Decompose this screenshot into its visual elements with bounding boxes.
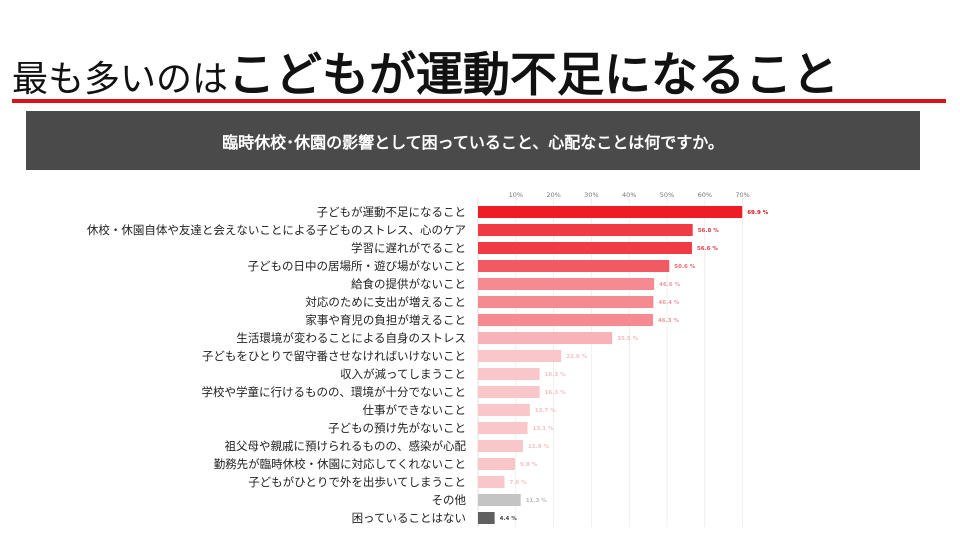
category-label: 家事や育児の負担が増えること — [305, 313, 466, 327]
value-label: 22.0 % — [566, 354, 587, 360]
bar — [478, 242, 692, 254]
value-label: 46.3 % — [658, 318, 679, 324]
value-label: 16.3 % — [545, 390, 566, 396]
value-label: 11.9 % — [528, 444, 549, 450]
bar — [478, 332, 613, 344]
bar — [478, 440, 523, 452]
value-label: 46.6 % — [659, 282, 680, 288]
category-label: 対応のために支出が増えること — [305, 295, 466, 309]
bar — [478, 386, 540, 398]
bar — [478, 224, 693, 236]
question-text: 臨時休校･休園の影響として困っていること、心配なことは何ですか。 — [222, 132, 724, 152]
question-banner: 臨時休校･休園の影響として困っていること、心配なことは何ですか。 — [26, 111, 920, 170]
x-tick-label: 30% — [584, 191, 598, 199]
category-label: 子どもが運動不足になること — [317, 205, 467, 219]
category-label: 休校・休園自体や友達と会えないことによる子どものストレス、心のケア — [87, 223, 466, 237]
bar — [478, 368, 540, 380]
category-label: 学習に遅れがでること — [351, 241, 466, 255]
bar — [478, 314, 654, 326]
value-label: 46.4 % — [658, 300, 679, 306]
x-tick-label: 40% — [622, 191, 636, 199]
x-tick-label: 50% — [660, 191, 674, 199]
x-tick-label: 20% — [546, 191, 560, 199]
bar — [478, 206, 743, 218]
x-tick-label: 10% — [509, 191, 523, 199]
category-label: 勤務先が臨時休校・休園に対応してくれないこと — [214, 457, 466, 471]
bar — [478, 476, 505, 488]
category-label: 仕事ができないこと — [363, 403, 467, 417]
title-underline — [12, 99, 946, 103]
title-emphasis: こどもが運動不足になること — [228, 48, 840, 103]
category-label: 子どもの日中の居場所・遊び場がないこと — [248, 259, 467, 273]
bar — [478, 494, 521, 506]
x-tick-label: 70% — [735, 191, 749, 199]
bar — [478, 278, 655, 290]
x-tick-label: 60% — [698, 191, 712, 199]
category-label: 子どもをひとりで留守番させなければいけないこと — [202, 349, 466, 363]
category-label: 子どもがひとりで外を出歩いてしまうこと — [248, 475, 466, 489]
category-label: 学校や学童に行けるものの、環境が十分でないこと — [202, 385, 467, 399]
value-label: 13.1 % — [533, 426, 554, 432]
bar — [478, 422, 528, 434]
category-label: 収入が減ってしまうこと — [340, 367, 466, 381]
value-label: 50.6 % — [674, 264, 695, 270]
bar — [478, 458, 516, 470]
category-label: その他 — [432, 493, 467, 507]
category-label: 子どもの預け先がないこと — [328, 421, 466, 435]
slide-title: 最も多いのは こどもが運動不足になること — [12, 36, 839, 105]
value-label: 69.9 % — [747, 210, 768, 216]
category-label: 祖父母や親戚に預けられるものの、感染が心配 — [225, 439, 467, 453]
bar-chart: 10% 20% 30% 40% 50% 60% 70% 子どもが運動不足になること 69.9 %… — [87, 191, 769, 527]
bar — [478, 512, 495, 524]
title-prefix: 最も多いのは — [12, 59, 229, 100]
value-label: 35.5 % — [617, 336, 638, 342]
category-label: 困っていることはない — [352, 511, 466, 525]
value-label: 4.4 % — [500, 516, 518, 522]
bar — [478, 404, 530, 416]
value-label: 11.3 % — [526, 498, 547, 504]
value-label: 16.3 % — [545, 372, 566, 378]
bar — [478, 296, 654, 308]
bar — [478, 260, 670, 272]
category-label: 生活環境が変わることによる自身のストレス — [236, 331, 466, 345]
value-label: 56.8 % — [698, 228, 719, 234]
bar — [478, 350, 562, 362]
value-label: 7.0 % — [509, 480, 527, 486]
value-label: 13.7 % — [535, 408, 556, 414]
value-label: 56.6 % — [697, 246, 718, 252]
value-label: 9.8 % — [520, 462, 538, 468]
category-label: 給食の提供がないこと — [351, 277, 466, 291]
